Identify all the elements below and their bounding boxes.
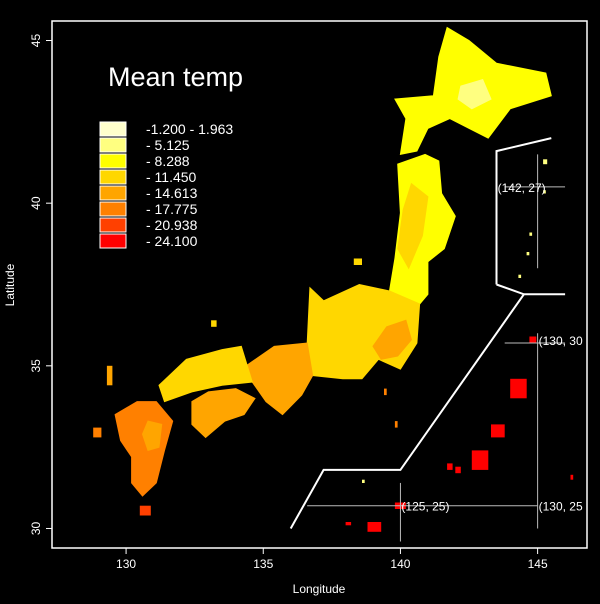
legend-label: - 24.100 bbox=[146, 233, 198, 249]
map-title: Mean temp bbox=[108, 62, 243, 92]
island-yaeyama-b bbox=[345, 522, 352, 526]
y-tick-label: 35 bbox=[29, 359, 43, 373]
y-tick-label: 30 bbox=[29, 521, 43, 535]
island-okinawa-b bbox=[491, 424, 505, 438]
y-axis: 30 35 40 45 bbox=[29, 34, 52, 535]
legend-label: - 11.450 bbox=[146, 169, 197, 185]
island-tsushima bbox=[106, 365, 113, 386]
region-kanto-plain bbox=[372, 319, 412, 360]
x-tick-label: 140 bbox=[390, 557, 410, 571]
regions-layer bbox=[114, 26, 552, 497]
island-ogasawara-a bbox=[543, 159, 548, 165]
x-axis-label: Longitude bbox=[293, 582, 346, 596]
legend: -1.200 - 1.963- 5.125- 8.288- 11.450- 14… bbox=[99, 121, 233, 249]
inset-boundary-1 bbox=[495, 137, 552, 285]
region-kyushu-inner bbox=[141, 420, 163, 452]
legend-label: -1.200 - 1.963 bbox=[146, 121, 233, 137]
legend-swatch bbox=[99, 201, 127, 217]
legend-label: - 5.125 bbox=[146, 137, 190, 153]
legend-label: - 14.613 bbox=[146, 185, 198, 201]
island-okinawa-c bbox=[471, 450, 489, 470]
x-tick-label: 130 bbox=[116, 557, 136, 571]
legend-swatch bbox=[99, 153, 127, 169]
island-okinawa-a bbox=[510, 378, 527, 399]
island-goto bbox=[93, 427, 102, 438]
island-ogasawara-d bbox=[526, 252, 530, 256]
y-axis-label: Latitude bbox=[3, 263, 17, 306]
island-izu bbox=[384, 388, 387, 396]
island-ogasawara-e bbox=[518, 274, 522, 278]
coordinate-annotation: (125, 25) bbox=[401, 500, 449, 514]
legend-swatch bbox=[99, 217, 127, 233]
region-shikoku bbox=[191, 388, 256, 439]
region-kansai bbox=[240, 342, 314, 416]
y-tick-label: 40 bbox=[29, 196, 43, 210]
legend-label: - 8.288 bbox=[146, 153, 190, 169]
legend-swatch bbox=[99, 121, 127, 137]
legend-swatch bbox=[99, 185, 127, 201]
inset-crosshairs-layer bbox=[307, 154, 566, 542]
inset-boundary-2 bbox=[496, 283, 566, 296]
island-izu-south bbox=[394, 421, 398, 428]
legend-label: - 17.775 bbox=[146, 201, 198, 217]
region-tohoku-inner bbox=[397, 182, 429, 270]
island-daito bbox=[570, 474, 574, 480]
coordinate-annotation: (130, 25 bbox=[539, 500, 583, 514]
x-tick-label: 135 bbox=[253, 557, 273, 571]
island-ogasawara-c bbox=[529, 232, 533, 236]
island-okinawa-d bbox=[455, 466, 461, 474]
island-yakushima bbox=[139, 505, 151, 516]
region-chugoku bbox=[158, 345, 253, 403]
legend-swatch bbox=[99, 233, 127, 249]
legend-swatch bbox=[99, 169, 127, 185]
island-senkaku bbox=[362, 479, 365, 483]
island-oki bbox=[211, 320, 217, 327]
island-ogasawara-b bbox=[543, 190, 546, 194]
plot-frame bbox=[51, 20, 588, 549]
annotations-layer: (142, 27) (130, 30 (125, 25) (130, 25 bbox=[401, 181, 583, 514]
island-sado bbox=[353, 258, 362, 265]
island-okinawa-e bbox=[447, 463, 453, 470]
legend-label: - 20.938 bbox=[146, 217, 198, 233]
inset-boundary-3 bbox=[289, 293, 525, 529]
region-kyushu bbox=[114, 401, 174, 497]
coordinate-annotation: (130, 30 bbox=[539, 334, 583, 348]
island-amami bbox=[529, 336, 537, 343]
y-tick-label: 45 bbox=[29, 34, 43, 48]
region-hokkaido-core bbox=[457, 78, 492, 110]
inset-boundaries-layer bbox=[289, 137, 566, 529]
island-yaeyama-a bbox=[367, 522, 382, 532]
x-axis: 130 135 140 145 bbox=[116, 548, 548, 571]
coordinate-annotation: (142, 27) bbox=[498, 181, 546, 195]
x-tick-label: 145 bbox=[528, 557, 548, 571]
legend-swatch bbox=[99, 137, 127, 153]
